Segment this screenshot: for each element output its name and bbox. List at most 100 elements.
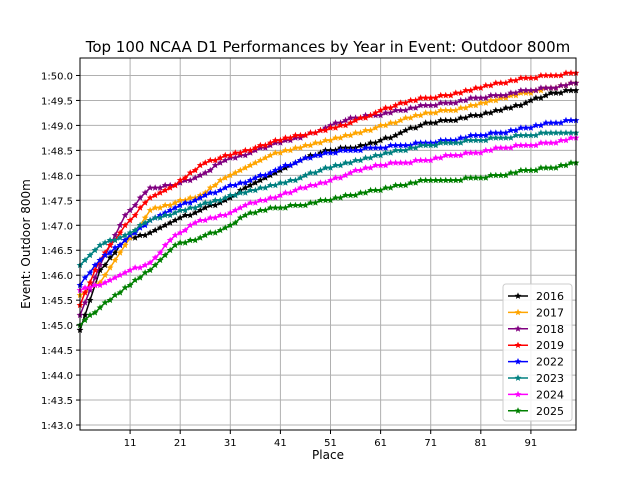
data-point	[211, 196, 219, 204]
data-point	[287, 189, 294, 196]
data-point	[352, 166, 359, 174]
data-point	[557, 129, 565, 136]
data-point	[236, 149, 244, 156]
data-point	[277, 204, 284, 211]
data-point	[121, 269, 129, 276]
data-point	[537, 71, 545, 79]
data-point	[507, 126, 515, 134]
data-point	[206, 184, 214, 191]
data-point	[382, 134, 389, 141]
data-point	[236, 166, 244, 174]
data-point	[241, 211, 249, 219]
data-point	[477, 99, 485, 106]
data-point	[487, 134, 495, 141]
data-point	[507, 91, 515, 99]
data-point	[377, 111, 384, 119]
data-point	[96, 281, 104, 289]
data-point	[201, 231, 209, 239]
data-point	[267, 204, 274, 211]
data-point	[307, 154, 314, 161]
data-point	[267, 151, 274, 159]
data-point	[121, 231, 129, 239]
data-point	[387, 159, 395, 166]
data-point	[472, 149, 480, 156]
data-point	[287, 146, 294, 154]
data-point	[116, 241, 124, 249]
data-point	[81, 299, 89, 306]
data-point	[367, 126, 374, 134]
data-point	[277, 136, 284, 144]
data-point	[402, 106, 410, 114]
data-point	[417, 156, 425, 164]
data-point	[492, 91, 500, 99]
data-point	[277, 166, 284, 174]
y-axis-label: Event: Outdoor 800m	[19, 179, 33, 309]
y-tick-label: 1:45.5	[41, 296, 73, 307]
data-point	[477, 174, 485, 181]
data-point	[136, 204, 144, 211]
x-tick-label: 71	[424, 438, 437, 449]
data-point	[206, 199, 214, 206]
data-point	[467, 131, 475, 139]
data-point	[256, 144, 264, 151]
legend-label: 2025	[536, 405, 564, 418]
data-point	[382, 104, 389, 111]
data-point	[81, 256, 89, 264]
data-point	[282, 136, 289, 144]
data-point	[502, 171, 510, 179]
data-point	[111, 274, 119, 281]
data-point	[557, 89, 565, 96]
data-point	[422, 176, 430, 184]
data-point	[307, 199, 314, 206]
data-point	[552, 129, 560, 136]
data-point	[131, 211, 139, 219]
data-point	[261, 154, 269, 161]
data-point	[106, 249, 114, 256]
data-point	[81, 316, 89, 324]
data-point	[267, 141, 274, 149]
data-point	[362, 114, 369, 121]
legend-label: 2024	[536, 388, 564, 401]
data-point	[282, 179, 289, 186]
data-point	[201, 169, 209, 176]
data-point	[387, 149, 395, 156]
data-point	[277, 179, 284, 186]
data-point	[407, 114, 415, 121]
y-tick-label: 1:49.0	[41, 121, 73, 132]
data-point	[392, 146, 400, 154]
data-point	[256, 176, 264, 184]
data-point	[226, 171, 234, 179]
data-point	[327, 196, 334, 204]
data-point	[201, 191, 209, 199]
data-point	[462, 114, 470, 121]
data-point	[236, 151, 244, 159]
data-point	[221, 184, 229, 191]
data-point	[91, 274, 99, 281]
data-point	[151, 254, 159, 261]
y-tick-label: 1:48.0	[41, 171, 73, 182]
data-point	[111, 291, 119, 299]
legend-label: 2019	[536, 339, 564, 352]
data-point	[211, 156, 219, 164]
legend-marker	[514, 390, 522, 398]
data-point	[427, 156, 435, 164]
data-point	[121, 241, 129, 249]
data-point	[96, 261, 104, 269]
data-point	[171, 209, 179, 216]
data-point	[251, 186, 259, 194]
data-point	[141, 231, 149, 239]
data-point	[236, 214, 244, 221]
data-point	[427, 176, 435, 184]
data-point	[302, 184, 309, 191]
data-point	[136, 264, 144, 271]
data-point	[522, 89, 530, 96]
data-point	[111, 256, 119, 264]
data-point	[482, 174, 490, 181]
data-point	[462, 174, 470, 181]
legend-label: 2022	[536, 356, 564, 369]
data-point	[191, 174, 199, 181]
data-point	[151, 226, 159, 234]
data-point	[211, 201, 219, 209]
data-point	[382, 121, 389, 129]
data-point	[251, 174, 259, 181]
